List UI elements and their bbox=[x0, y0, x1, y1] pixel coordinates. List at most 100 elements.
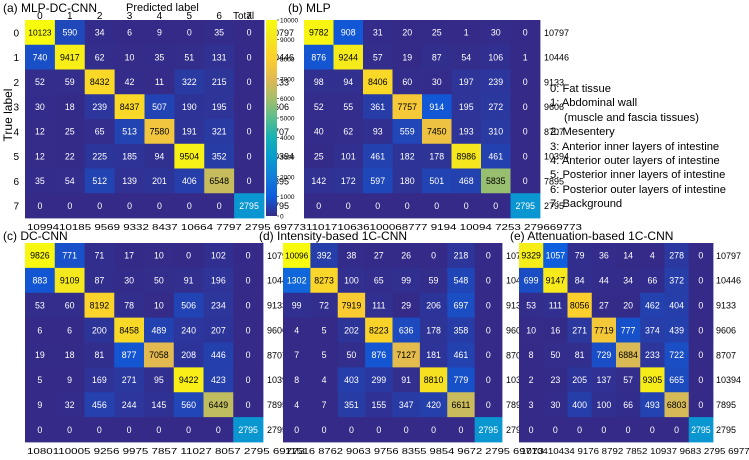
heatmap-cell bbox=[447, 417, 476, 443]
heatmap-cell bbox=[304, 69, 334, 95]
heatmap-cell bbox=[84, 69, 116, 95]
heatmap-cell bbox=[392, 168, 423, 194]
heatmap-cell bbox=[640, 417, 665, 443]
heatmap-cell bbox=[365, 367, 393, 393]
heatmap-cell bbox=[304, 44, 334, 70]
cell-value-label: 0 bbox=[247, 77, 252, 87]
heatmap-cell bbox=[616, 292, 641, 319]
cell-value-label: 30 bbox=[35, 102, 45, 112]
heatmap-cell bbox=[310, 267, 339, 294]
heatmap-cell bbox=[203, 417, 234, 443]
heatmap-cell bbox=[363, 94, 393, 120]
cell-value-label: 361 bbox=[370, 102, 385, 112]
cell-value-label: 2795 bbox=[479, 425, 499, 435]
cell-value-label: 372 bbox=[669, 276, 684, 286]
heatmap-cell bbox=[567, 392, 593, 418]
heatmap-cell bbox=[204, 94, 235, 120]
cell-value-label: 779 bbox=[454, 375, 469, 385]
y-axis-label: True label bbox=[1, 89, 15, 142]
heatmap-cell bbox=[144, 69, 175, 95]
heatmap-cell bbox=[54, 69, 86, 95]
heatmap-cell bbox=[519, 417, 544, 443]
cell-value-label: 722 bbox=[669, 350, 684, 360]
cell-value-label: 7580 bbox=[150, 127, 170, 137]
column-index-label: 2 bbox=[97, 11, 103, 22]
cell-value-label: 0 bbox=[97, 201, 102, 211]
heatmap-cell bbox=[422, 44, 452, 70]
cell-value-label: 7450 bbox=[427, 127, 447, 137]
row-total-label: 2795 bbox=[716, 425, 736, 435]
heatmap-cell bbox=[233, 367, 264, 393]
cell-value-label: 513 bbox=[122, 127, 137, 137]
heatmap-cell bbox=[422, 69, 452, 95]
cell-value-label: 1057 bbox=[546, 251, 566, 261]
heatmap-cell bbox=[451, 119, 482, 145]
cell-value-label: 78 bbox=[124, 300, 134, 310]
heatmap-cell bbox=[304, 168, 334, 194]
cell-value-label: 51 bbox=[184, 52, 194, 62]
cell-value-label: 0 bbox=[247, 102, 252, 112]
cell-value-label: 0 bbox=[493, 201, 498, 211]
cell-value-label: 99 bbox=[292, 300, 302, 310]
cell-value-label: 0 bbox=[376, 425, 381, 435]
heatmap-cell bbox=[144, 317, 175, 343]
cell-value-label: 0 bbox=[486, 350, 491, 360]
class-legend-item: 6: Posterior outer layers of intestine bbox=[550, 183, 726, 196]
heatmap-cell bbox=[144, 243, 175, 269]
cell-value-label: 239 bbox=[92, 102, 107, 112]
total-header-label: Total bbox=[233, 11, 254, 22]
cell-value-label: 883 bbox=[33, 276, 48, 286]
heatmap-cell bbox=[337, 342, 366, 368]
colorbar-tick-label: 7000 bbox=[280, 76, 295, 83]
cell-value-label: 9329 bbox=[521, 251, 541, 261]
cell-value-label: 191 bbox=[182, 127, 197, 137]
heatmap-cell bbox=[392, 342, 421, 368]
heatmap-cell bbox=[510, 119, 541, 145]
cell-value-label: 94 bbox=[155, 151, 165, 161]
colorbar-tick-label: 6000 bbox=[280, 96, 295, 103]
heatmap-cell bbox=[510, 44, 541, 70]
heatmap-cell bbox=[114, 392, 145, 418]
heatmap-cell bbox=[310, 417, 339, 443]
heatmap-cell bbox=[688, 417, 714, 443]
cell-value-label: 0 bbox=[216, 425, 221, 435]
cell-value-label: 94 bbox=[343, 77, 353, 87]
row-total-label: 10446 bbox=[544, 53, 569, 63]
heatmap-cell bbox=[54, 392, 85, 418]
cell-value-label: 30 bbox=[432, 77, 442, 87]
cell-value-label: 7919 bbox=[342, 300, 362, 310]
cell-value-label: 0 bbox=[434, 201, 439, 211]
row-total-label: 9133 bbox=[716, 301, 736, 311]
cell-value-label: 215 bbox=[212, 77, 227, 87]
heatmap-cell bbox=[25, 119, 56, 145]
heatmap-cell bbox=[474, 417, 503, 443]
heatmap-cell bbox=[474, 267, 503, 294]
row-total-label: 10394 bbox=[267, 375, 292, 385]
cell-value-label: 208 bbox=[181, 350, 196, 360]
heatmap-cell bbox=[392, 417, 421, 443]
heatmap-cell bbox=[114, 143, 145, 169]
heatmap-cell bbox=[591, 292, 617, 319]
heatmap-cell bbox=[474, 392, 503, 418]
cell-value-label: 44 bbox=[599, 276, 609, 286]
cell-value-label: 10123 bbox=[28, 28, 52, 38]
cell-value-label: 93 bbox=[373, 127, 383, 137]
heatmap-cell bbox=[419, 367, 448, 393]
cell-value-label: 9 bbox=[37, 400, 42, 410]
heatmap-cell bbox=[591, 417, 617, 443]
cell-value-label: 71 bbox=[94, 251, 104, 261]
heatmap-cell bbox=[84, 417, 115, 443]
heatmap-cell bbox=[174, 143, 205, 169]
heatmap-cell bbox=[591, 367, 617, 393]
cell-value-label: 34 bbox=[623, 276, 633, 286]
cell-value-label: 5 bbox=[322, 325, 327, 335]
cell-value-label: 914 bbox=[429, 102, 444, 112]
row-total-label: 10394 bbox=[716, 375, 741, 385]
heatmap-cell bbox=[234, 69, 265, 95]
heatmap-cell bbox=[481, 94, 511, 120]
heatmap-cell bbox=[567, 267, 593, 294]
heatmap-cell bbox=[688, 267, 714, 294]
